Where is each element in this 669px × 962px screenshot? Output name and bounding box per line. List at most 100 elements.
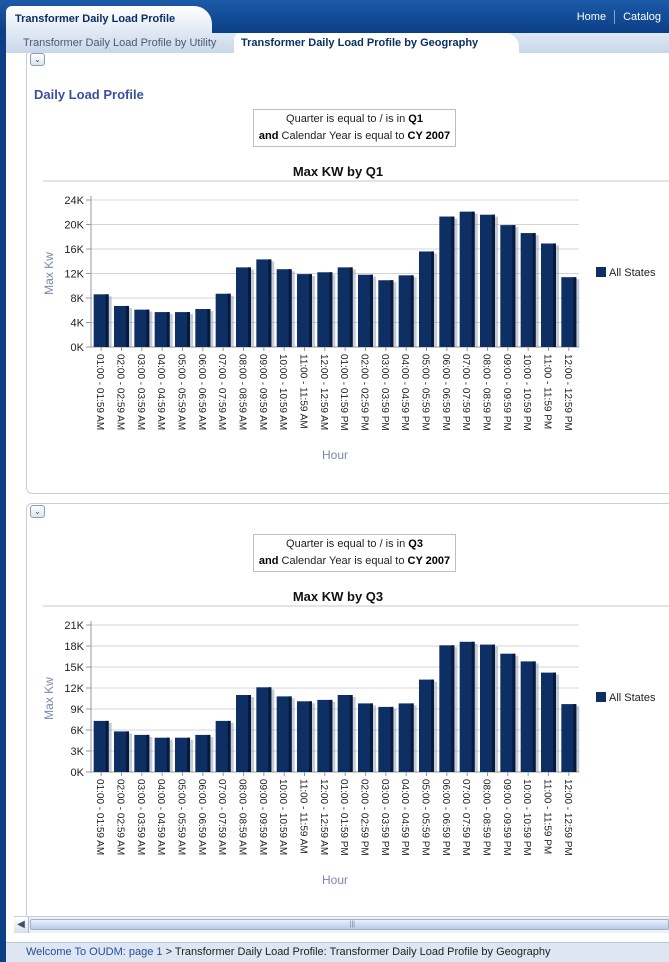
- legend-swatch: [596, 267, 606, 277]
- x-tick-label: 05:00 - 05:59 AM: [176, 354, 187, 430]
- collapse-section-button[interactable]: ⌄: [30, 505, 45, 518]
- bar-edge: [248, 267, 251, 347]
- bar: [276, 696, 292, 772]
- bar-edge: [431, 251, 434, 347]
- y-tick-label: 15K: [64, 662, 84, 674]
- collapse-section-button[interactable]: ⌄: [30, 53, 45, 66]
- y-tick-label: 8K: [71, 293, 85, 305]
- x-tick-label: 09:00 - 09:59 AM: [257, 354, 268, 430]
- bar: [480, 644, 495, 772]
- x-tick-label: 10:00 - 10:59 AM: [277, 354, 288, 430]
- bar: [236, 267, 251, 347]
- breadcrumb-home-link[interactable]: Welcome To OUDM: page 1: [26, 946, 163, 958]
- x-tick-label: 01:00 - 01:59 PM: [338, 779, 349, 856]
- bar-edge: [288, 269, 292, 347]
- bar: [114, 731, 129, 772]
- scroll-left-arrow-icon[interactable]: ◀: [14, 917, 29, 933]
- bar: [500, 653, 516, 772]
- bar: [134, 309, 150, 347]
- x-tick-label: 03:00 - 03:59 PM: [379, 779, 390, 856]
- bar: [337, 267, 353, 347]
- grip-icon: |||: [349, 921, 355, 928]
- bar: [398, 703, 414, 772]
- bar: [459, 211, 475, 347]
- bar: [175, 312, 190, 347]
- bar-edge: [309, 701, 312, 772]
- x-tick-label: 03:00 - 03:59 AM: [135, 779, 146, 855]
- link-separator: [614, 10, 616, 24]
- chart-title: Max KW by Q1: [293, 164, 383, 179]
- bar-edge: [187, 312, 190, 347]
- bar-edge: [288, 696, 292, 772]
- bar: [419, 251, 434, 347]
- bar: [114, 305, 129, 347]
- home-link[interactable]: Home: [576, 11, 607, 23]
- bar-edge: [370, 703, 373, 772]
- y-tick-label: 24K: [64, 195, 84, 207]
- legend-label: All States: [609, 267, 656, 279]
- y-tick-label: 12K: [64, 269, 84, 281]
- y-tick-label: 21K: [64, 620, 84, 632]
- x-tick-label: 09:00 - 09:59 AM: [257, 779, 268, 855]
- bar-edge: [105, 294, 109, 347]
- bar-edge: [268, 259, 272, 347]
- x-tick-label: 11:00 - 11:59 PM: [542, 779, 553, 854]
- filter-summary: Quarter is equal to / is in Q1 and Calen…: [253, 109, 456, 147]
- bar-edge: [512, 225, 516, 347]
- bar-edge: [471, 211, 475, 347]
- section-q1: ⌄ Daily Load Profile Quarter is equal to…: [26, 53, 669, 494]
- bar-edge: [349, 695, 353, 772]
- bar: [195, 734, 211, 772]
- horizontal-scrollbar[interactable]: ◀ |||: [14, 916, 669, 933]
- catalog-link[interactable]: Catalog: [623, 11, 661, 23]
- x-tick-label: 01:00 - 01:59 AM: [94, 779, 105, 855]
- bar-edge: [431, 679, 434, 772]
- bar: [175, 737, 190, 772]
- tab-by-geography[interactable]: Transformer Daily Load Profile by Geogra…: [234, 33, 519, 53]
- bar: [195, 309, 211, 347]
- x-tick-label: 04:00 - 04:59 AM: [155, 779, 166, 855]
- bar-edge: [146, 734, 150, 772]
- legend-swatch: [596, 692, 606, 702]
- page-tabs: Transformer Daily Load Profile by Utilit…: [6, 33, 669, 53]
- bar: [337, 695, 353, 772]
- bar-edge: [126, 305, 129, 347]
- bar-edge: [227, 293, 231, 347]
- bar: [276, 269, 292, 347]
- bar: [459, 641, 475, 772]
- bar-edge: [390, 706, 394, 772]
- legend-label: All States: [609, 692, 656, 704]
- bar-edge: [471, 641, 475, 772]
- bar-edge: [187, 737, 190, 772]
- bar-edge: [329, 272, 333, 347]
- breadcrumb-current: Transformer Daily Load Profile: Transfor…: [174, 946, 551, 958]
- x-tick-label: 08:00 - 08:59 AM: [237, 354, 248, 430]
- tab-by-utility[interactable]: Transformer Daily Load Profile by Utilit…: [23, 37, 217, 49]
- bar-edge: [410, 703, 414, 772]
- x-tick-label: 10:00 - 10:59 PM: [521, 779, 532, 856]
- bar: [256, 687, 272, 772]
- bar-edge: [166, 312, 170, 347]
- max-kw-q3-chart: Max KW by Q3 0K 3K 6K 9K 12K 15K 18K 21K 01:00 - …: [43, 589, 669, 887]
- x-tick-label: 08:00 - 08:59 PM: [481, 354, 492, 431]
- x-tick-label: 04:00 - 04:59 AM: [155, 354, 166, 430]
- bar: [317, 699, 333, 772]
- x-tick-label: 09:00 - 09:59 PM: [501, 779, 512, 856]
- y-tick-label: 16K: [64, 244, 84, 256]
- x-tick-label: 02:00 - 02:59 PM: [359, 779, 370, 856]
- x-tick-label: 01:00 - 01:59 AM: [94, 354, 105, 430]
- bar-edge: [329, 699, 333, 772]
- y-tick-label: 18K: [64, 641, 84, 653]
- bar-edge: [390, 280, 394, 347]
- x-tick-label: 07:00 - 07:59 AM: [216, 354, 227, 430]
- x-tick-label: 05:00 - 05:59 PM: [420, 354, 431, 431]
- bar: [500, 225, 516, 347]
- x-tick-label: 02:00 - 02:59 PM: [359, 354, 370, 431]
- y-axis-label: Max Kw: [43, 252, 56, 295]
- bar-edge: [573, 704, 577, 772]
- x-tick-label: 06:00 - 06:59 AM: [196, 354, 207, 430]
- x-tick-label: 06:00 - 06:59 AM: [196, 779, 207, 855]
- x-tick-label: 09:00 - 09:59 PM: [501, 354, 512, 431]
- scroll-thumb[interactable]: |||: [30, 919, 669, 930]
- bar-edge: [492, 214, 495, 347]
